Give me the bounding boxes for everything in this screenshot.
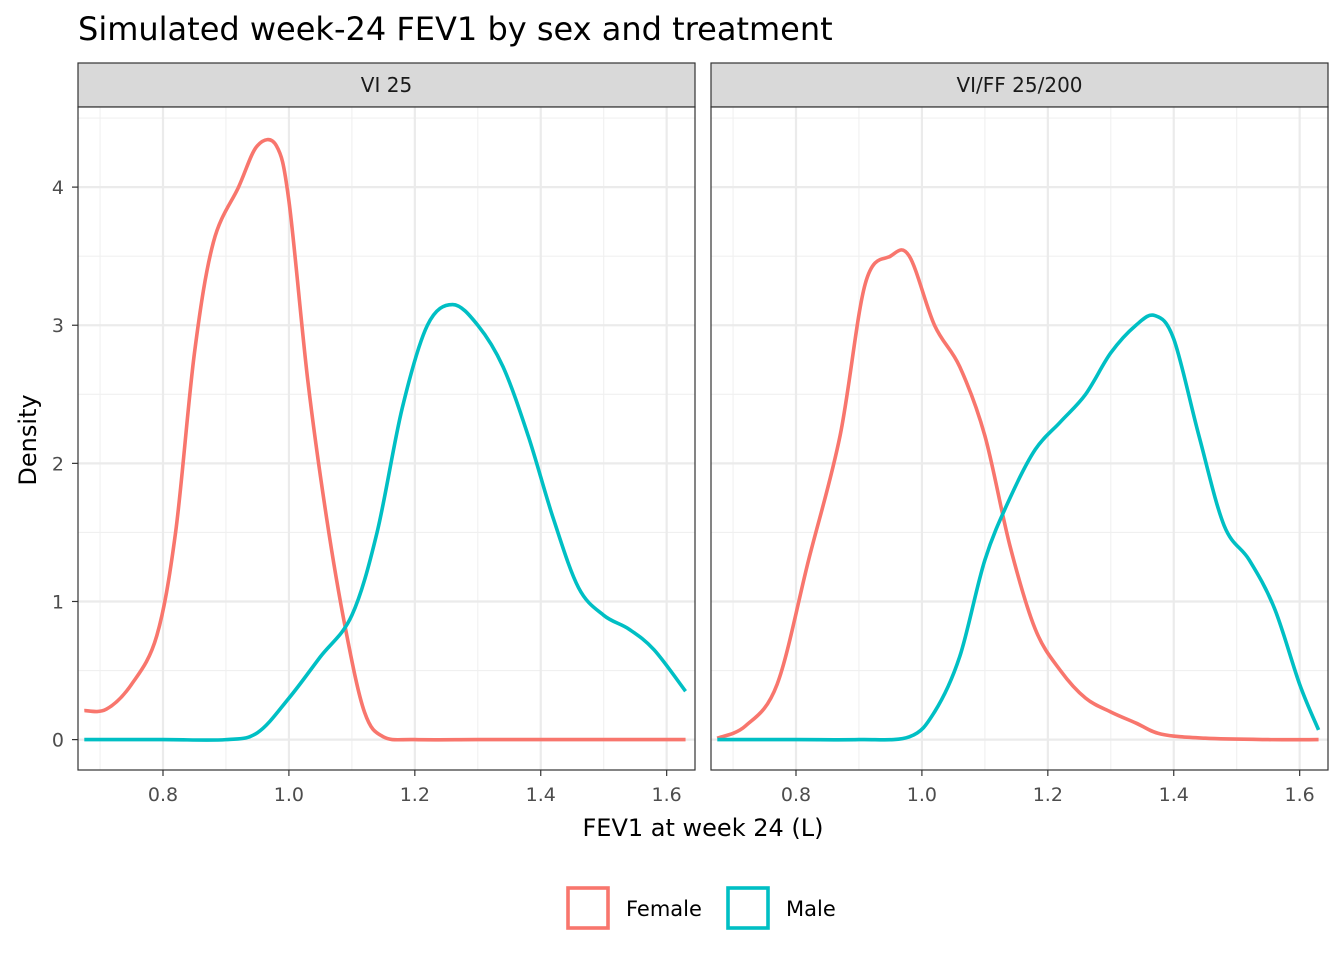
density-line-male-vi-25 <box>84 302 687 742</box>
density-line-male-vi-ff-25-200 <box>717 313 1321 742</box>
panel-vi-25: VI 25 0.8 1.0 1.2 1.4 1.6 0 1 2 3 4 <box>52 62 696 806</box>
x-tick-label: 0.8 <box>148 784 178 806</box>
x-tick-label: 1.2 <box>1033 784 1063 806</box>
x-tick-label: 1.4 <box>526 784 556 806</box>
y-tick-label: 3 <box>52 315 64 337</box>
facet-panels: VI 25 0.8 1.0 1.2 1.4 1.6 0 1 2 3 4 VI/FF 25/200 0.8… <box>52 62 1329 806</box>
x-tick-label: 1.6 <box>1285 784 1315 806</box>
x-tick-label: 1.0 <box>274 784 304 806</box>
facet-strip <box>77 62 696 108</box>
panel-background <box>711 107 1328 770</box>
facet-strip-label: VI 25 <box>361 73 412 97</box>
density-line-female-vi-25 <box>84 137 686 742</box>
x-tick-label: 0.8 <box>781 784 811 806</box>
y-tick-label: 2 <box>52 453 64 475</box>
panel-border <box>710 106 1329 771</box>
y-axis-title: Density <box>14 394 42 485</box>
legend-key-female <box>566 886 610 930</box>
density-line-female-vi-ff-25-200 <box>716 248 1319 742</box>
legend-item-female: Female <box>566 886 702 930</box>
y-tick-label: 0 <box>52 730 64 752</box>
x-tick-label: 1.0 <box>907 784 937 806</box>
chart-title: Simulated week-24 FEV1 by sex and treatm… <box>78 10 833 48</box>
y-tick-label: 4 <box>52 177 64 199</box>
y-tick-label: 1 <box>52 591 64 613</box>
facet-strip-label: VI/FF 25/200 <box>956 73 1082 97</box>
legend-item-male: Male <box>726 886 836 930</box>
panel-background <box>78 107 695 770</box>
panel-vi-ff-25-200: VI/FF 25/200 0.8 1.0 1.2 1.4 1.6 <box>710 62 1329 806</box>
legend-label-female: Female <box>626 897 702 921</box>
legend-key-male <box>726 886 770 930</box>
x-tick-label: 1.4 <box>1159 784 1189 806</box>
legend-label-male: Male <box>786 897 836 921</box>
x-tick-label: 1.6 <box>652 784 682 806</box>
x-tick-label: 1.2 <box>400 784 430 806</box>
x-axis-title: FEV1 at week 24 (L) <box>583 814 824 842</box>
panel-border <box>77 106 696 771</box>
legend: Female Male <box>566 886 836 930</box>
